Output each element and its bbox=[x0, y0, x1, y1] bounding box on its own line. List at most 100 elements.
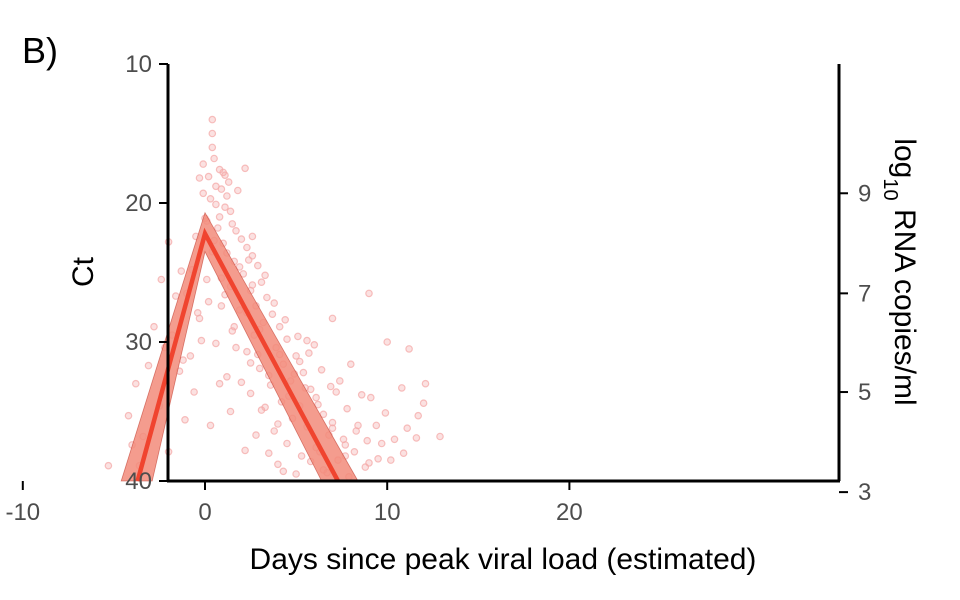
scatter-point bbox=[263, 293, 271, 302]
scatter-point bbox=[310, 340, 319, 349]
scatter-point bbox=[190, 388, 198, 396]
scatter-point bbox=[343, 404, 351, 413]
scatter-point bbox=[365, 459, 373, 467]
scatter-point bbox=[206, 195, 215, 203]
y2-tick-label: 5 bbox=[858, 379, 871, 406]
scatter-point bbox=[419, 399, 428, 408]
scatter-point bbox=[405, 345, 413, 353]
scatter-point bbox=[326, 382, 335, 391]
scatter-point bbox=[199, 189, 208, 198]
scatter-point bbox=[412, 434, 421, 442]
scatter-point bbox=[357, 390, 366, 399]
scatter-point bbox=[328, 314, 337, 323]
y-tick-label: 10 bbox=[125, 51, 152, 78]
scatter-point bbox=[335, 377, 344, 385]
scatter-point bbox=[436, 432, 444, 441]
scatter-point bbox=[292, 352, 300, 360]
scatter-point bbox=[374, 454, 382, 463]
scatter-point bbox=[199, 160, 208, 168]
scatter-point bbox=[235, 263, 244, 271]
panel-label: B) bbox=[22, 30, 58, 71]
y-axis-title: Ct bbox=[67, 256, 100, 287]
scatter-point bbox=[206, 421, 215, 430]
scatter-point bbox=[268, 310, 277, 319]
y2-title-suffix: RNA copies/ml bbox=[888, 201, 921, 406]
scatter-point bbox=[372, 421, 381, 430]
y2-tick-label: 7 bbox=[858, 280, 871, 307]
ticks: -10 0 10 20 10 20 30 40 9 7 5 3 bbox=[5, 51, 871, 526]
scatter-point bbox=[248, 232, 257, 241]
scatter-point bbox=[104, 461, 113, 470]
y2-tick-label: 3 bbox=[858, 479, 871, 506]
scatter-point bbox=[328, 424, 337, 433]
scatter-point bbox=[294, 332, 302, 341]
scatter-point bbox=[237, 378, 246, 387]
scatter-point bbox=[157, 275, 166, 284]
scatter-point bbox=[281, 315, 290, 324]
y2-title-prefix: log bbox=[888, 138, 921, 178]
scatter-point bbox=[243, 243, 251, 252]
scatter-point bbox=[255, 364, 264, 373]
scatter-point bbox=[243, 347, 251, 356]
y2-title-subscript: 10 bbox=[879, 178, 901, 200]
scatter-point bbox=[186, 352, 195, 360]
scatter-point bbox=[257, 278, 266, 287]
y-tick-label: 40 bbox=[125, 468, 152, 495]
y-tick-label: 30 bbox=[125, 329, 152, 356]
scatter-point bbox=[365, 289, 373, 298]
scatter-point bbox=[197, 336, 206, 345]
scatter-point bbox=[215, 213, 224, 221]
scatter-point bbox=[270, 299, 279, 307]
scatter-point bbox=[317, 365, 326, 374]
scatter-point bbox=[226, 207, 235, 216]
scatter-point bbox=[386, 456, 395, 464]
y2-tick-label: 9 bbox=[858, 180, 871, 207]
scatter-point bbox=[212, 200, 220, 209]
scatter-point bbox=[270, 427, 279, 435]
scatter-point bbox=[204, 297, 213, 306]
y-tick-label: 20 bbox=[125, 190, 152, 217]
scatter-point bbox=[363, 436, 372, 445]
scatter-point bbox=[399, 449, 408, 458]
fitted-line bbox=[135, 227, 340, 483]
scatter-point bbox=[297, 452, 306, 460]
scatter-point bbox=[221, 203, 229, 212]
x-tick-label: 10 bbox=[374, 499, 401, 526]
scatter-point bbox=[283, 335, 291, 344]
scatter-point bbox=[181, 415, 189, 424]
scatter-point bbox=[261, 403, 269, 412]
scatter-point bbox=[346, 360, 355, 369]
scatter-point bbox=[212, 339, 220, 348]
scatter-point bbox=[232, 227, 240, 235]
scatter-point bbox=[383, 338, 392, 346]
scatter-point bbox=[203, 275, 211, 284]
scatter-point bbox=[237, 235, 246, 243]
scatter-point bbox=[275, 322, 284, 331]
scatter-point bbox=[230, 322, 239, 331]
x-tick-label: -10 bbox=[5, 499, 40, 526]
x-axis-title: Days since peak viral load (estimated) bbox=[250, 543, 757, 576]
scatter-point bbox=[279, 467, 288, 476]
scatter-point bbox=[312, 393, 320, 402]
x-tick-label: 20 bbox=[556, 499, 583, 526]
scatter-point bbox=[132, 379, 140, 388]
scatter-point bbox=[241, 164, 249, 173]
scatter-point bbox=[232, 343, 240, 352]
scatter-point bbox=[234, 186, 242, 195]
scatter-point bbox=[217, 302, 226, 310]
scatter-point bbox=[328, 418, 337, 427]
scatter-point bbox=[305, 349, 313, 357]
scatter-point bbox=[215, 379, 224, 388]
scatter-point bbox=[299, 368, 308, 377]
scatter-point bbox=[223, 372, 231, 381]
scatter-point bbox=[354, 421, 362, 430]
scatter-point bbox=[195, 174, 204, 182]
scatter-point bbox=[332, 388, 341, 396]
scatter-point bbox=[223, 192, 231, 200]
scatter-point bbox=[274, 420, 282, 428]
scatter-point bbox=[414, 411, 423, 420]
scatter-point bbox=[204, 172, 213, 181]
scatter-point bbox=[246, 389, 255, 398]
scatter-point bbox=[208, 129, 217, 138]
scatter-point bbox=[403, 424, 412, 433]
